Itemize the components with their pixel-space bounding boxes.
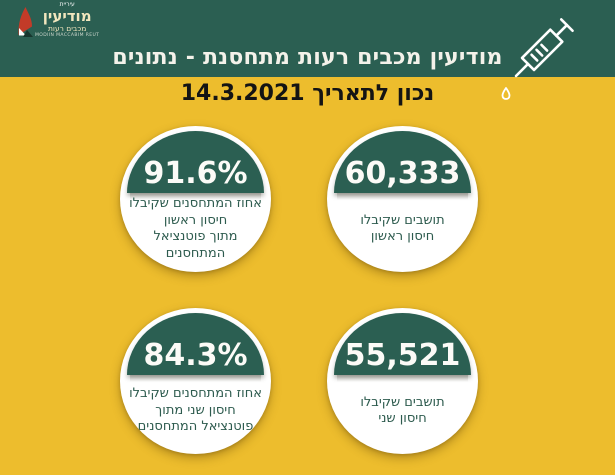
stat-circle-second-dose-count: 55,521 תושבים שקיבלו חיסון שני [327, 308, 478, 454]
as-of-date: נכון לתאריך 14.3.2021 [180, 81, 435, 106]
stat-dome: 60,333 [334, 131, 471, 200]
logo-municipality-label: עיריית [59, 1, 75, 8]
stat-circle-first-dose-count: 60,333 תושבים שקיבלו חיסון ראשון [327, 126, 478, 272]
logo-latin-name: MODIIN MACCABIM REUT [35, 32, 100, 38]
page-title: מודיעין מכבים רעות מתחסנת - נתונים [112, 45, 503, 70]
municipality-logo: עיריית מודיעין מכבים רעות MODIIN MACCABI… [16, 2, 99, 38]
header-band: עיריית מודיעין מכבים רעות MODIIN MACCABI… [0, 0, 615, 77]
stat-value: 55,521 [344, 338, 461, 373]
stat-label: תושבים שקיבלו חיסון שני [360, 394, 445, 427]
stat-label: אחוז המתחסנים שקיבלו חיסון שני מתוך פוטנ… [129, 386, 262, 435]
stat-value: 84.3% [143, 338, 248, 373]
stat-dome: 84.3% [127, 313, 264, 382]
logo-text-block: עיריית מודיעין מכבים רעות MODIIN MACCABI… [35, 2, 99, 38]
syringe-icon [501, 18, 574, 100]
stat-label: תושבים שקיבלו חיסון ראשון [360, 212, 445, 245]
logo-sub-name: מכבים רעות [47, 24, 87, 33]
stat-dome: 91.6% [127, 131, 264, 200]
stat-value: 91.6% [143, 156, 248, 191]
stat-dome: 55,521 [334, 313, 471, 382]
stat-circle-first-dose-percent: 91.6% אחוז המתחסנים שקיבלו חיסון ראשון מ… [120, 126, 271, 272]
stat-circle-second-dose-percent: 84.3% אחוז המתחסנים שקיבלו חיסון שני מתו… [120, 308, 271, 454]
logo-city-name: מודיעין [42, 7, 92, 25]
stat-value: 60,333 [344, 156, 461, 191]
city-emblem-icon [18, 7, 33, 37]
stat-label: אחוז המתחסנים שקיבלו חיסון ראשון מתוך פו… [129, 196, 262, 261]
